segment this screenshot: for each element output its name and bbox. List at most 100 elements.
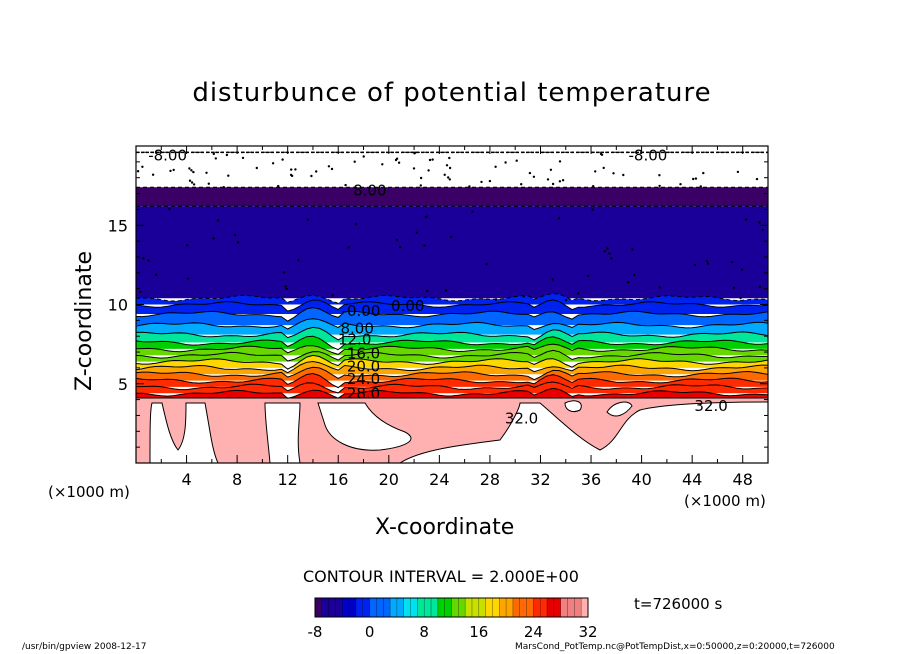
noise-dot [354, 222, 357, 226]
noise-dot [297, 259, 300, 262]
contour-label: 12.0 [338, 330, 371, 348]
noise-dot [610, 257, 613, 260]
contour-line-6 [136, 318, 768, 331]
noise-dot [315, 170, 318, 173]
noise-dot [445, 164, 449, 167]
noise-dot [427, 169, 430, 172]
noise-dot [419, 184, 422, 187]
noise-dot [488, 179, 492, 183]
noise-dot [431, 158, 434, 161]
colorbar-segment [533, 598, 541, 617]
noise-dot [494, 165, 497, 168]
noise-dot [142, 257, 145, 260]
noise-dot [658, 286, 661, 289]
unshaded-region-5 [606, 401, 633, 417]
contour-band-2 [136, 206, 768, 299]
noise-dot [739, 296, 742, 300]
noise-dot [443, 173, 446, 176]
x-tick-label: 48 [733, 470, 753, 489]
contour-line-16 [136, 387, 768, 399]
noise-dot [353, 160, 356, 163]
noise-dot [151, 173, 155, 176]
noise-dot [758, 221, 761, 224]
chart-title: disturbunce of potential temperature [192, 78, 712, 108]
x-unit-label-right: (×1000 m) [684, 492, 766, 510]
contour-line-10 [136, 349, 768, 362]
noise-dot [271, 162, 275, 165]
noise-dot [592, 185, 595, 188]
contour-band-7 [136, 327, 768, 343]
noise-dot [255, 166, 258, 170]
noise-dot [551, 278, 554, 281]
colorbar-segment [451, 598, 459, 617]
colorbar-segment [574, 598, 582, 617]
time-label: t=726000 s [634, 595, 723, 613]
contour-interval-label: CONTOUR INTERVAL = 2.000E+00 [303, 567, 579, 586]
noise-dot [347, 246, 350, 249]
contour-band-11 [136, 355, 768, 370]
noise-dot [147, 259, 150, 262]
contour-label: 0.00 [391, 297, 424, 315]
x-tick-label: 40 [631, 470, 651, 489]
colorbar-segment [328, 598, 336, 617]
noise-dot [284, 285, 287, 288]
noise-dot [136, 170, 140, 173]
colorbar-segment [335, 598, 343, 617]
noise-dot [310, 174, 313, 178]
colorbar-segment [362, 598, 371, 617]
noise-dot [214, 157, 217, 160]
colorbar-segment [417, 598, 425, 617]
contour-band-15 [136, 382, 768, 394]
noise-dot [549, 168, 553, 171]
noise-dot [522, 295, 525, 298]
noise-dot [633, 273, 636, 277]
colorbar-segment [431, 598, 439, 617]
colorbar-segment [396, 598, 405, 617]
colorbar-tick-label: 32 [578, 623, 597, 641]
colorbar-segment [315, 598, 323, 617]
contour-line-14 [136, 372, 768, 389]
colorbar-segment [424, 598, 432, 617]
noise-dot [186, 277, 190, 280]
noise-dot [740, 268, 744, 271]
noise-dot [504, 161, 507, 164]
noise-dot [561, 179, 565, 182]
noise-dot [290, 174, 294, 178]
noise-dot [327, 165, 331, 168]
contour-label-group: -8.00 -8.008.00-0.00 0.008.0012.016.020.02… [148, 147, 728, 428]
contour-band-0 [136, 152, 768, 188]
unshaded-region-1 [264, 402, 301, 463]
noise-dot [285, 287, 288, 290]
noise-dot [290, 168, 293, 171]
noise-dot [294, 168, 297, 171]
contour-line-7 [136, 326, 768, 341]
noise-dot [736, 170, 740, 174]
colorbar-tick-label: 0 [365, 623, 375, 641]
noise-dot [419, 176, 423, 180]
contour-band-12 [136, 361, 768, 375]
noise-dot [428, 158, 432, 162]
contour-band-16 [136, 388, 768, 399]
noise-dot [169, 169, 172, 173]
x-tick-label: 20 [379, 470, 399, 489]
noise-dot [241, 156, 245, 160]
contour-band-14 [136, 373, 768, 388]
colorbar-segment [553, 598, 562, 617]
x-tick-label: 4 [181, 470, 191, 489]
colorbar-segment [526, 598, 534, 617]
noise-dot [362, 155, 365, 158]
colorbar-segment [369, 598, 377, 617]
noise-dot [692, 177, 695, 181]
y-tick-label: 15 [108, 216, 128, 235]
x-tick-label: 8 [232, 470, 242, 489]
contour-band-5 [136, 307, 768, 326]
colorbar-tick-label: 16 [469, 623, 488, 641]
colorbar-segment [465, 598, 473, 617]
colorbar-tick-label: 8 [419, 623, 429, 641]
colorbar-segment [499, 598, 507, 617]
noise-dot [212, 152, 215, 156]
noise-dot [426, 289, 429, 293]
noise-dot [344, 183, 347, 187]
noise-dot [398, 246, 402, 249]
